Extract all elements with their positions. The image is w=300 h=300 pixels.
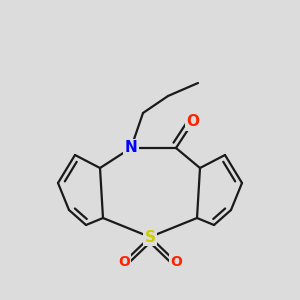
Text: O: O — [170, 255, 182, 269]
Text: S: S — [145, 230, 155, 244]
Text: N: N — [124, 140, 137, 155]
Text: O: O — [187, 115, 200, 130]
Text: O: O — [118, 255, 130, 269]
